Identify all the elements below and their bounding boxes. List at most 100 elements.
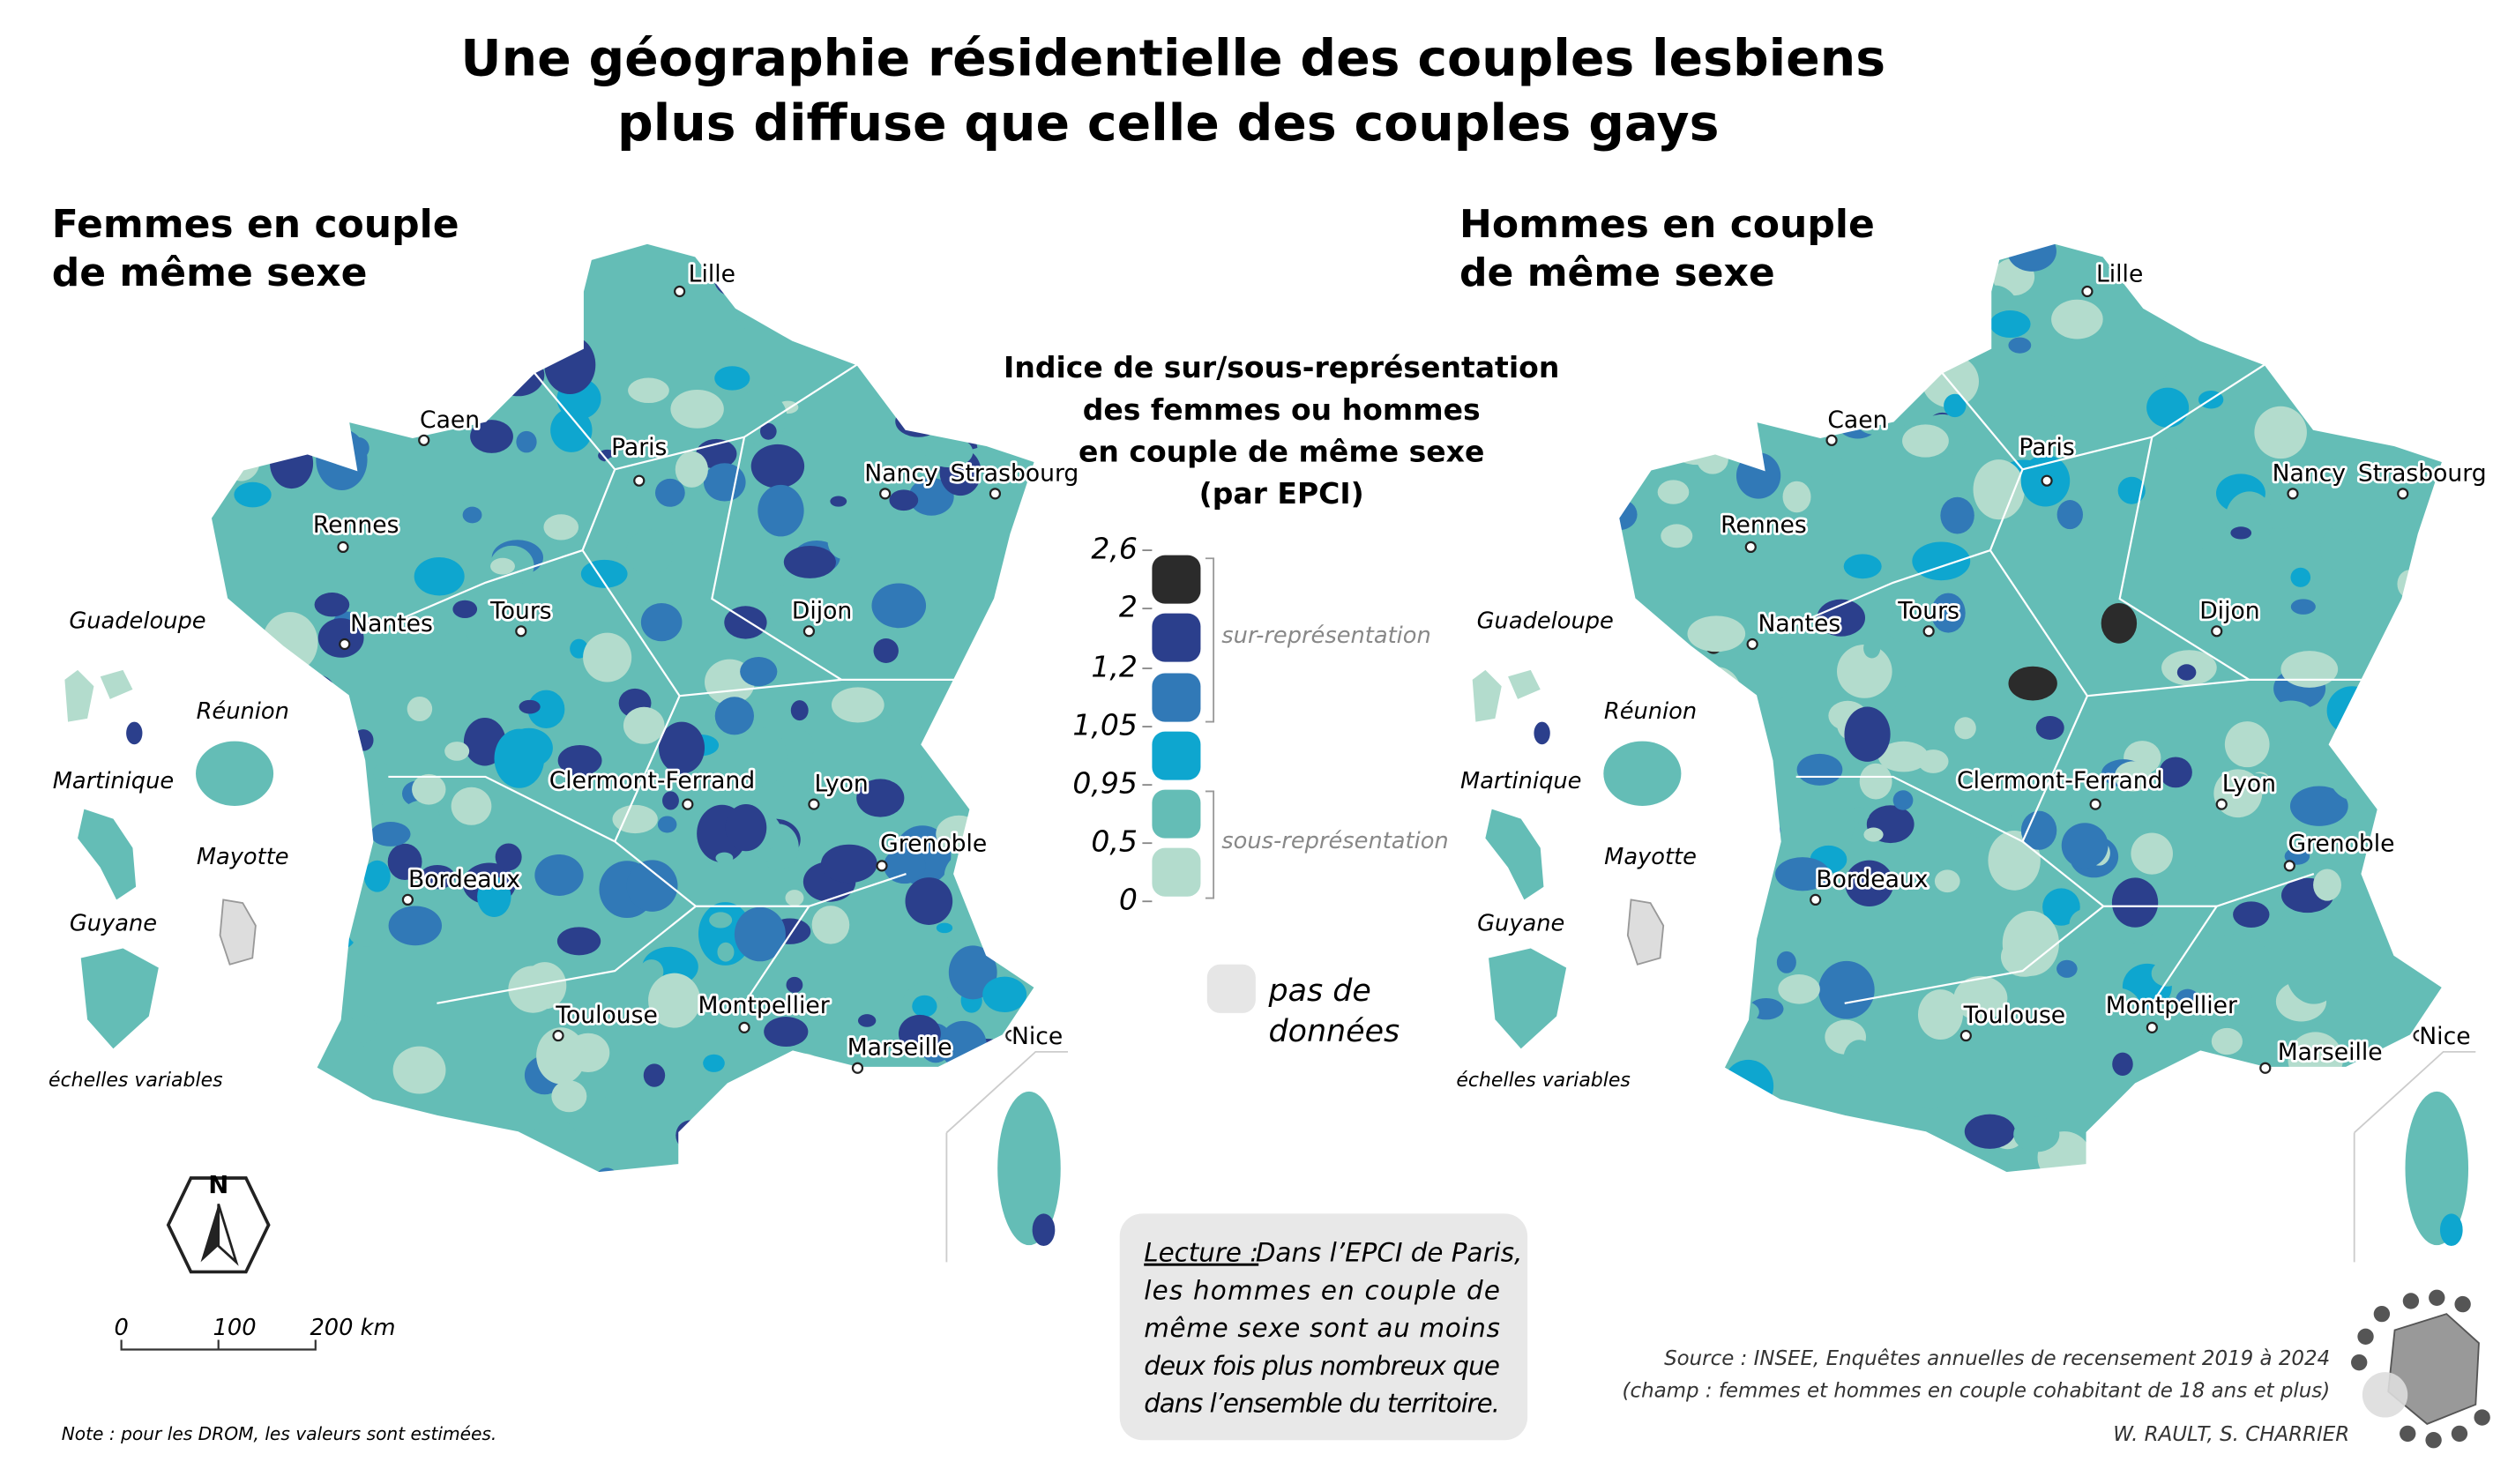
epci-patch <box>982 976 1027 1013</box>
reading-text: même sexe sont au moins <box>1144 1313 1500 1343</box>
logo <box>2351 1289 2490 1449</box>
epci-patch <box>662 791 679 810</box>
epci-patch <box>2056 959 2078 978</box>
drom <box>1489 948 1567 1049</box>
no-data-label: données <box>1269 1014 1400 1049</box>
city-dot <box>876 860 888 872</box>
epci-patch <box>470 420 513 453</box>
epci-patch <box>494 728 545 788</box>
border <box>209 242 1038 1175</box>
title: plus diffuse que celle des couples gays <box>617 94 1720 153</box>
no-data-label: pas de <box>1268 973 1371 1009</box>
legend-title: (par EPCI) <box>1199 476 1364 511</box>
epci-patch <box>1944 393 1967 418</box>
epci-patch <box>2020 810 2057 850</box>
epci-patch <box>759 422 777 440</box>
city-dot <box>2089 798 2101 810</box>
epci-patch <box>717 942 735 962</box>
epci-patch <box>2289 786 2348 826</box>
epci-patch <box>1844 706 1891 762</box>
epci-patch <box>2117 476 2146 504</box>
map-title: de même sexe <box>1459 250 1775 295</box>
corsica <box>996 1089 1063 1247</box>
epci-patch <box>2095 1063 2113 1081</box>
epci-patch <box>400 800 441 838</box>
epci-patch <box>873 638 899 663</box>
drom <box>1603 741 1682 806</box>
city-dot <box>989 488 1002 500</box>
corsica-patch <box>2439 1213 2463 1247</box>
epci-patch <box>2224 721 2270 768</box>
authors: W. RAULT, S. CHARRIER <box>2113 1423 2349 1446</box>
epci-patch <box>363 860 391 892</box>
epci-patch <box>1964 1114 2015 1149</box>
city-dot <box>1922 625 1935 638</box>
city-dot <box>2283 860 2295 872</box>
epci-patch <box>924 436 974 468</box>
epci-patch <box>612 804 658 834</box>
epci-patch <box>2114 761 2153 792</box>
city-dot <box>682 798 694 810</box>
epci-patch <box>875 722 932 785</box>
city-label: Paris <box>2019 434 2074 461</box>
city-dot <box>2259 1062 2272 1074</box>
epci-patch <box>2091 988 2140 1026</box>
city-label: Nancy <box>864 459 937 487</box>
epci-patch <box>871 583 927 629</box>
city-label: Dijon <box>2199 597 2259 624</box>
epci-patch <box>640 602 683 642</box>
city-label: Marseille <box>847 1034 952 1062</box>
epci-patch <box>1892 790 1914 810</box>
scale-label: 100 <box>213 1315 257 1341</box>
drom <box>1534 721 1550 745</box>
epci-patch <box>734 727 787 787</box>
city-dot <box>738 1021 750 1033</box>
epci-patch <box>827 523 862 560</box>
legend-tick: 0,95 <box>1072 766 1138 801</box>
epci-patch <box>314 593 350 617</box>
epci-patch <box>2042 888 2080 926</box>
epci-patch <box>382 489 405 507</box>
city-label: Rennes <box>1721 511 1807 539</box>
epci-patch <box>1930 593 1966 633</box>
city-label: Clermont-Ferrand <box>1957 767 2162 794</box>
epci-patch <box>317 618 364 658</box>
epci-patch <box>908 478 954 516</box>
epci-patch <box>598 1093 642 1123</box>
inset-line <box>945 1050 1068 1134</box>
legend-swatch <box>1152 673 1201 722</box>
drom-label: Réunion <box>197 698 289 725</box>
legend: Indice de sur/sous-représentation des fem… <box>1004 350 1559 1049</box>
map-title: Hommes en couple <box>1459 202 1875 247</box>
north-frame <box>166 1176 271 1274</box>
epci-patch <box>508 966 558 1013</box>
epci-patch <box>1973 459 2025 520</box>
drom <box>1485 809 1544 900</box>
epci-patch <box>2176 988 2200 1011</box>
epci-patch <box>373 763 392 782</box>
epci-patch <box>2186 901 2205 915</box>
epci-patch <box>643 1063 666 1087</box>
city-dot <box>2146 1021 2158 1033</box>
city-dot <box>2413 1029 2425 1042</box>
drom <box>219 899 257 966</box>
epci-patch <box>462 506 482 524</box>
epci-patch <box>1916 1086 1944 1109</box>
legend-tick: 1,2 <box>1091 650 1138 684</box>
epci-patch <box>1796 753 1843 786</box>
epci-patch <box>1934 869 1960 893</box>
epci-patch <box>2061 823 2109 869</box>
epci-patch <box>2211 1027 2243 1055</box>
epci-patch <box>811 906 850 944</box>
epci-patch <box>1885 608 1930 643</box>
epci-patch <box>2180 866 2205 882</box>
city-label: Lyon <box>2222 771 2276 798</box>
epci-patch <box>2290 567 2311 587</box>
epci-patch <box>441 631 471 659</box>
city-label: Nantes <box>350 610 433 638</box>
epci-patch <box>1776 951 1796 973</box>
epci-patch <box>444 742 470 761</box>
epci-patch <box>1874 509 1891 522</box>
epci-patch <box>758 484 804 537</box>
